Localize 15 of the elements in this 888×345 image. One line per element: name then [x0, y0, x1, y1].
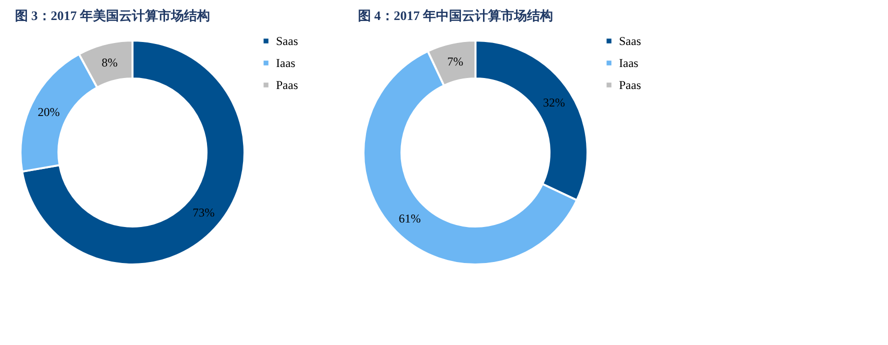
data-label: 20%	[38, 104, 60, 119]
data-label: 61%	[398, 211, 421, 226]
data-label: 8%	[102, 55, 118, 70]
donut-slice	[21, 40, 246, 266]
data-label: 32%	[543, 96, 566, 110]
legend-label: Iaas	[276, 56, 296, 70]
legend-label: Saas	[619, 34, 642, 48]
chart-title: 图 4：2017 年中国云计算市场结构	[358, 8, 553, 23]
data-label: 7%	[447, 54, 464, 69]
legend-label: Iaas	[619, 56, 639, 70]
legend-label: Saas	[276, 34, 298, 48]
chart-title: 图 3：2017 年美国云计算市场结构	[15, 8, 210, 23]
data-label: 73%	[192, 205, 215, 220]
legend-label: Paas	[619, 78, 642, 92]
legend-label: Paas	[276, 78, 298, 92]
